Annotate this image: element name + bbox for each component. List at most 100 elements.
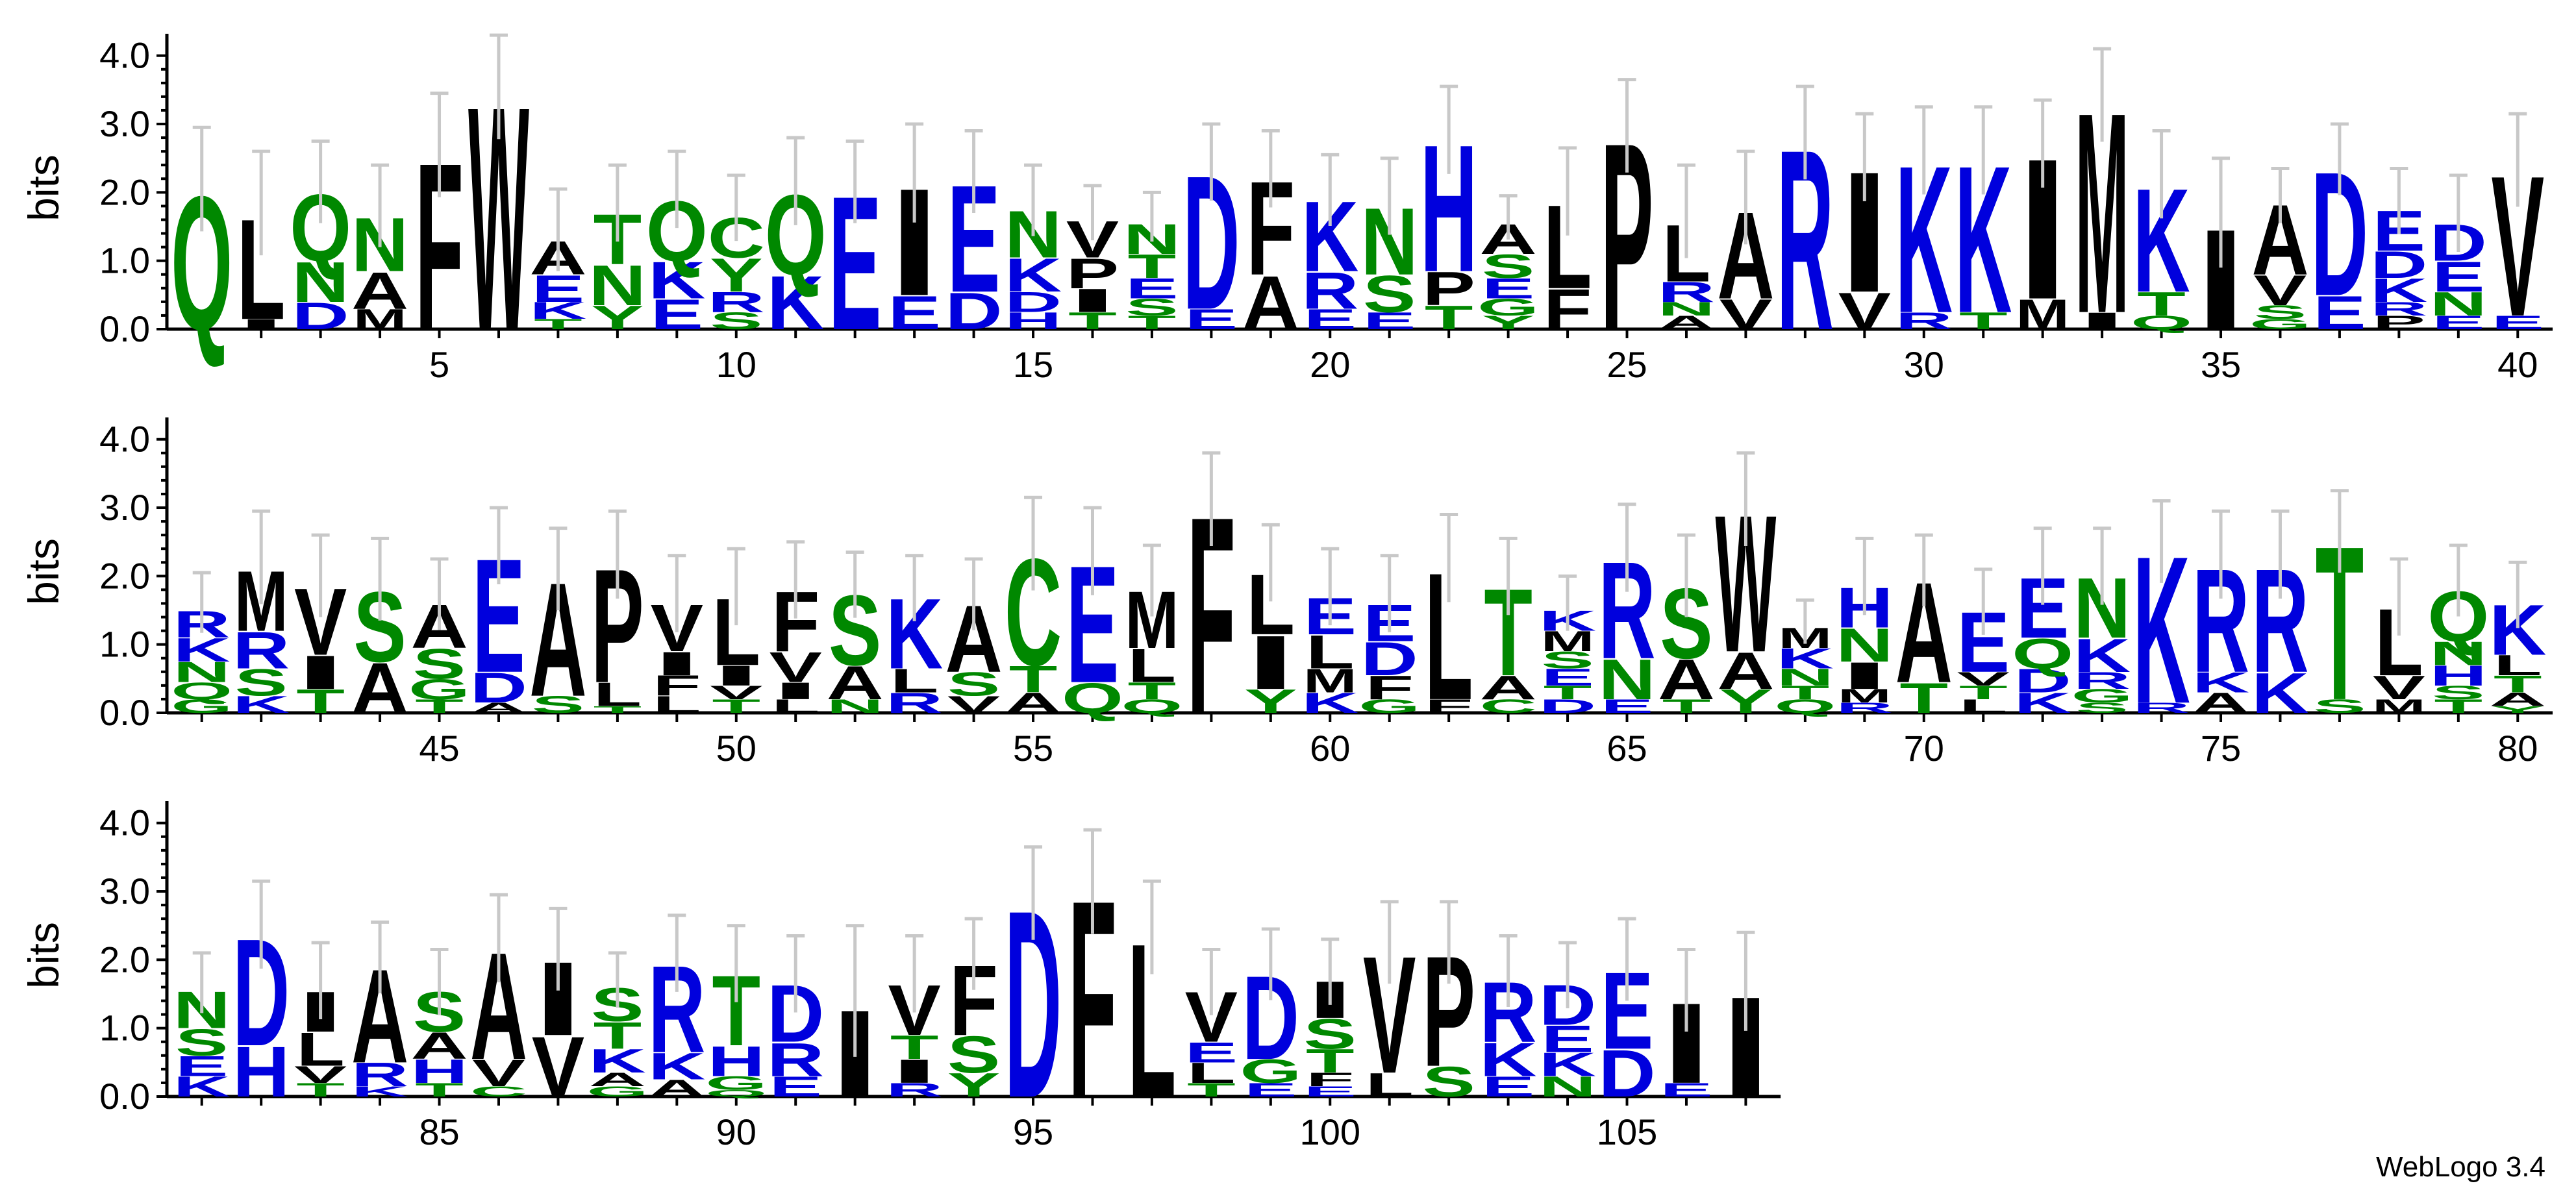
residue-letter: Q xyxy=(1774,695,1836,717)
residue-letter: V xyxy=(947,691,1000,718)
logo-column-4: MAN xyxy=(351,163,408,336)
residue-letter: M xyxy=(2016,290,2070,338)
residue-letter: L xyxy=(2494,650,2542,682)
residue-letter: A xyxy=(1242,260,1299,346)
residue-letter: I xyxy=(889,1053,940,1090)
residue-letter: T xyxy=(1068,308,1117,334)
y-tick-label: 1.0 xyxy=(99,1008,150,1048)
residue-letter: A xyxy=(1480,669,1537,706)
residue-letter: V xyxy=(294,1061,347,1088)
residue-letter: A xyxy=(351,261,408,320)
residue-letter: I xyxy=(1839,654,1890,697)
residue-letter: L xyxy=(771,695,820,717)
residue-letter: E xyxy=(1601,695,1653,717)
residue-letter: V xyxy=(710,682,762,703)
residue-letter: Y xyxy=(947,1066,1000,1104)
residue-letter: I xyxy=(1067,282,1118,319)
logo-column-74: RK xyxy=(2132,499,2190,747)
residue-letter: N xyxy=(2430,635,2487,673)
residue-letter: K xyxy=(1539,1046,1596,1084)
residue-letter: E xyxy=(2313,286,2366,340)
y-tick-label: 2.0 xyxy=(99,939,150,980)
residue-letter: E xyxy=(651,290,703,338)
residue-letter: M xyxy=(1838,686,1892,707)
residue-letter: L xyxy=(1959,695,2008,717)
residue-letter: A xyxy=(410,1024,468,1067)
residue-letter: G xyxy=(2071,686,2133,707)
residue-letter: I xyxy=(295,646,346,699)
x-tick-label: 80 xyxy=(2497,728,2538,769)
residue-letter: G xyxy=(171,695,232,717)
residue-letter: R xyxy=(2132,700,2190,716)
logo-column-54: VSA xyxy=(945,557,1003,718)
residue-letter: A xyxy=(351,648,408,728)
logo-column-67: YAW xyxy=(1716,451,1776,720)
residue-letter: Y xyxy=(1244,682,1297,720)
residue-letter: I xyxy=(2077,308,2128,334)
logo-column-84: KRA xyxy=(351,920,408,1100)
logo-column-59: YIL xyxy=(1244,523,1297,720)
residue-letter: S xyxy=(1482,247,1534,285)
residue-letter: A xyxy=(2192,688,2249,719)
residue-letter: K xyxy=(232,691,290,718)
x-tick-label: 90 xyxy=(716,1111,757,1152)
residue-letter: L xyxy=(296,1023,345,1076)
x-tick-label: 5 xyxy=(429,344,449,385)
residue-letter: Q xyxy=(2131,312,2192,333)
residue-letter: K xyxy=(1005,249,1062,302)
logo-column-103: EKR xyxy=(1480,934,1537,1103)
residue-letter: N xyxy=(827,695,884,717)
logo-column-31: TK xyxy=(1955,105,2012,356)
residue-letter: H xyxy=(1005,308,1062,334)
residue-letter: L xyxy=(653,691,701,718)
residue-letter: E xyxy=(2432,253,2484,301)
residue-letter: A xyxy=(1005,688,1062,719)
residue-letter: E xyxy=(1304,304,1357,336)
residue-letter: N xyxy=(589,254,646,318)
logo-column-14: DE xyxy=(945,129,1003,340)
x-tick-label: 50 xyxy=(716,728,757,769)
residue-letter: D xyxy=(292,295,349,338)
logo-column-2: IL xyxy=(236,149,287,349)
residue-letter: T xyxy=(1662,695,1711,717)
y-tick-label: 0.0 xyxy=(99,308,150,349)
logo-column-92: I xyxy=(829,924,881,1123)
residue-letter: R xyxy=(1658,276,1715,308)
residue-letter: V xyxy=(1838,282,1891,341)
y-tick-label: 0.0 xyxy=(99,1076,150,1117)
logo-column-21: ESN xyxy=(1361,156,1418,334)
residue-letter: T xyxy=(1306,1042,1355,1080)
logo-column-25: P xyxy=(1601,78,1653,386)
logo-column-96: F xyxy=(1068,828,1117,1157)
logo-column-76: KR xyxy=(2251,509,2309,725)
residue-letter: A xyxy=(2489,689,2546,710)
residue-letter: E xyxy=(888,286,940,340)
residue-letter: Y xyxy=(710,249,762,302)
y-tick-label: 4.0 xyxy=(99,802,150,843)
residue-letter: A xyxy=(648,1075,705,1102)
logo-column-46: ADE xyxy=(470,506,527,716)
residue-letter: E xyxy=(1482,1071,1534,1103)
residue-letter: R xyxy=(886,688,943,719)
residue-letter: T xyxy=(2137,285,2186,323)
logo-column-62: FL xyxy=(1425,513,1473,738)
residue-letter: G xyxy=(2249,316,2311,332)
residue-letter: S xyxy=(2432,682,2484,703)
residue-letter: L xyxy=(1128,639,1177,693)
x-tick-label: 55 xyxy=(1013,728,1053,769)
logo-column-27: VA xyxy=(1717,149,1775,338)
